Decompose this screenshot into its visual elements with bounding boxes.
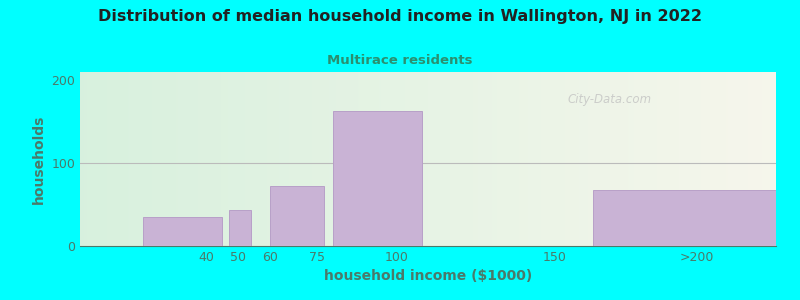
Bar	[270, 186, 323, 246]
Bar	[143, 217, 222, 246]
Text: Multirace residents: Multirace residents	[327, 54, 473, 67]
Text: City-Data.com: City-Data.com	[567, 93, 651, 106]
Text: Distribution of median household income in Wallington, NJ in 2022: Distribution of median household income …	[98, 9, 702, 24]
Bar	[593, 190, 776, 246]
X-axis label: household income ($1000): household income ($1000)	[324, 269, 532, 284]
Bar	[333, 111, 422, 246]
Bar	[229, 209, 251, 246]
Y-axis label: households: households	[32, 114, 46, 204]
